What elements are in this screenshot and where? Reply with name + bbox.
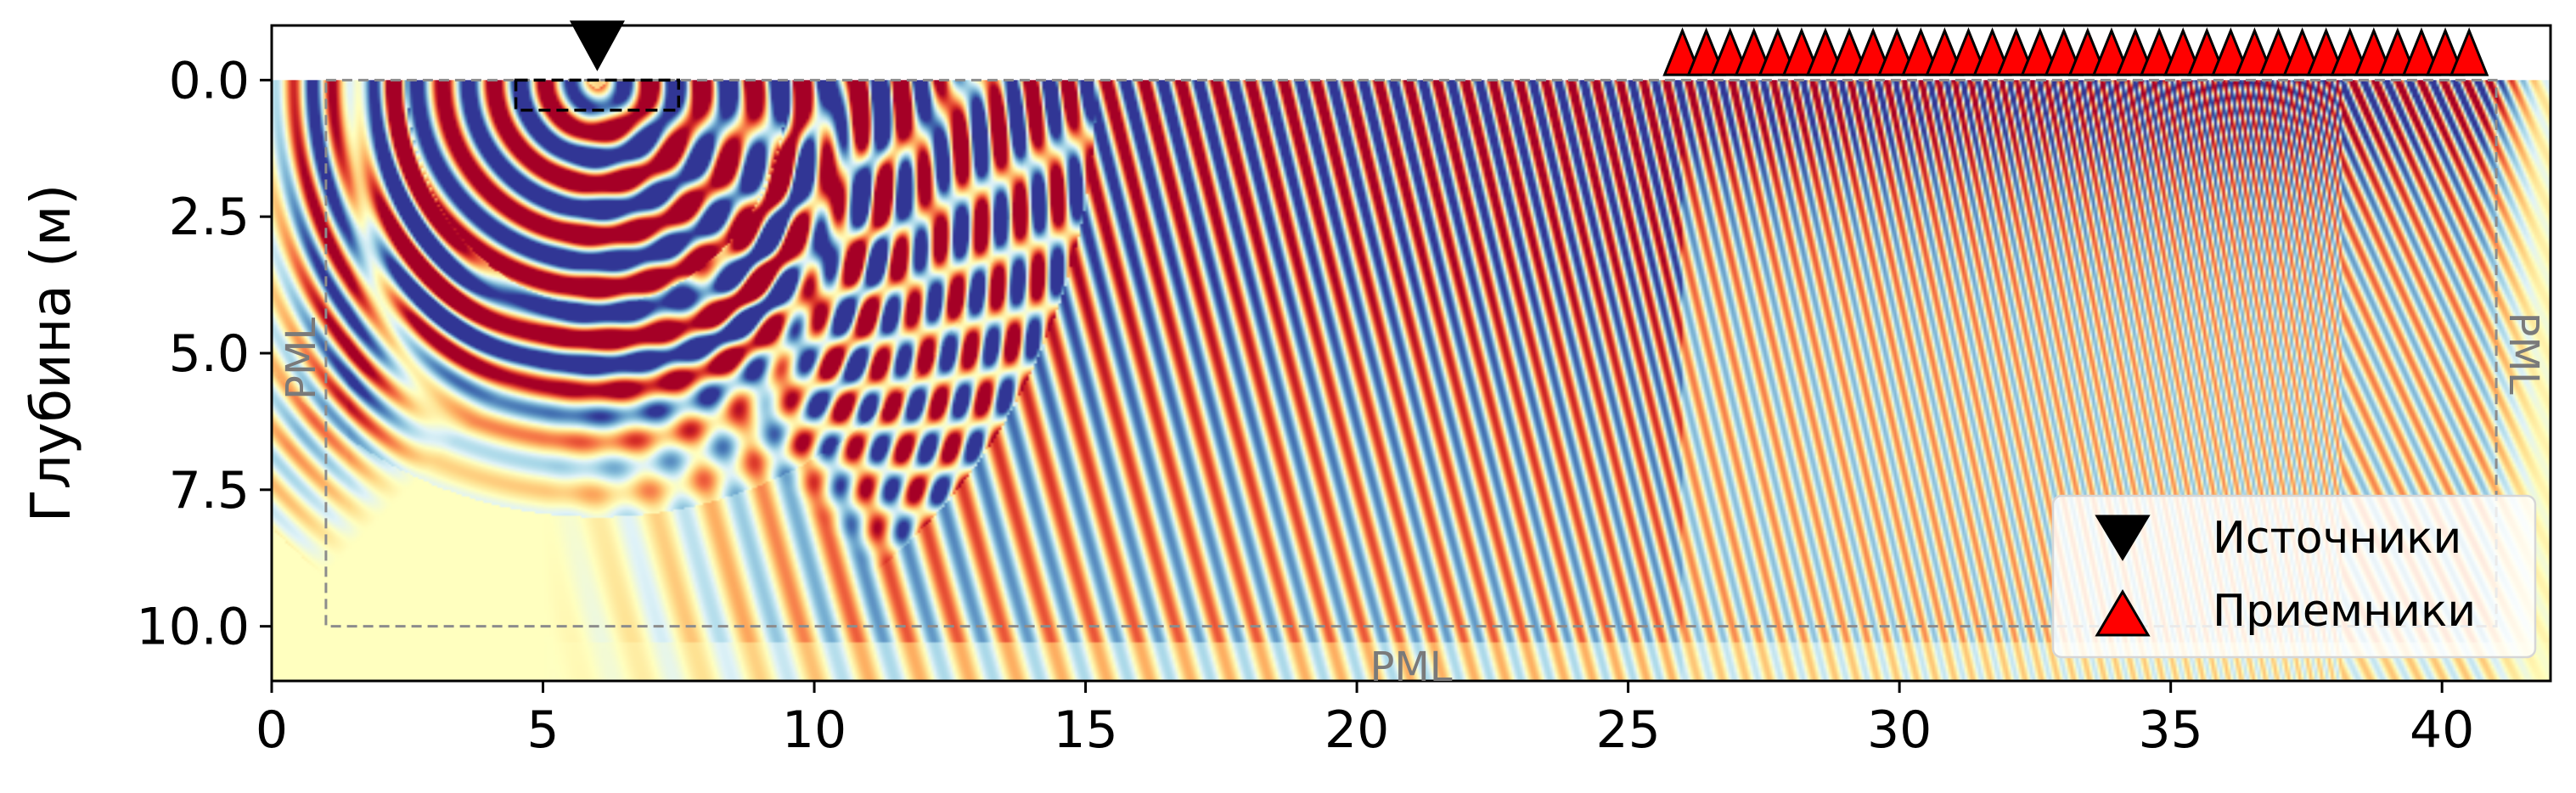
source-marker: [569, 20, 625, 71]
legend-receiver-icon: [2095, 589, 2151, 637]
pml-boundary: [324, 78, 2498, 628]
receiver-marker: [1805, 27, 1846, 76]
receiver-marker: [1734, 27, 1774, 76]
receiver-marker: [1996, 27, 2036, 76]
receiver-marker: [1877, 27, 1917, 76]
pml-label-right: PML: [2500, 312, 2547, 394]
receiver-marker: [1925, 27, 1965, 76]
legend-source-icon: [2095, 515, 2151, 561]
x-tick-label: 25: [1595, 700, 1660, 760]
receiver-marker: [2187, 27, 2227, 76]
y-tick-label: 10.0: [136, 598, 250, 657]
y-axis-label: Глубина (м): [20, 184, 83, 523]
receiver-marker: [1781, 27, 1822, 76]
receiver-marker: [1901, 27, 1941, 76]
receiver-marker: [2377, 27, 2418, 76]
receiver-marker: [2235, 27, 2275, 76]
x-axis: 0 5 10 15 20 25 30 35 40: [256, 681, 2474, 760]
receiver-marker: [2020, 27, 2060, 76]
source-box: [514, 78, 681, 112]
x-tick-label: 0: [256, 700, 288, 760]
receiver-marker: [2425, 27, 2466, 76]
x-tick-label: 5: [526, 700, 559, 760]
y-axis: 0.0 2.5 5.0 7.5 10.0: [136, 51, 272, 657]
receiver-marker: [1949, 27, 1988, 76]
receivers: [1662, 27, 2489, 76]
receiver-marker: [2258, 27, 2298, 76]
receiver-marker: [2354, 27, 2394, 76]
legend-source-label: Источники: [2213, 513, 2461, 564]
receiver-marker: [1758, 27, 1798, 76]
receiver-marker: [1853, 27, 1893, 76]
x-tick-label: 35: [2138, 700, 2202, 760]
receiver-marker: [2401, 27, 2442, 76]
receiver-marker: [2163, 27, 2203, 76]
receiver-marker: [2044, 27, 2084, 76]
receiver-marker: [2330, 27, 2370, 76]
y-tick-label: 5.0: [169, 324, 250, 384]
receiver-marker: [2282, 27, 2322, 76]
receiver-marker: [1662, 27, 1702, 76]
receiver-marker: [1686, 27, 1726, 76]
receiver-marker: [2091, 27, 2132, 76]
receiver-marker: [2211, 27, 2251, 76]
x-tick-label: 30: [1867, 700, 1932, 760]
receiver-marker: [1829, 27, 1870, 76]
x-tick-label: 20: [1325, 700, 1389, 760]
y-tick-label: 2.5: [169, 188, 250, 247]
plot-area: [272, 25, 2551, 681]
y-tick-label: 0.0: [169, 51, 250, 110]
receiver-marker: [2306, 27, 2346, 76]
receiver-marker: [1710, 27, 1750, 76]
x-tick-label: 40: [2410, 700, 2474, 760]
receiver-marker: [2449, 27, 2489, 76]
x-tick-label: 15: [1053, 700, 1117, 760]
y-tick-label: 7.5: [169, 461, 250, 520]
x-tick-label: 10: [782, 700, 846, 760]
pml-label-bottom: PML: [1370, 644, 1452, 691]
receiver-marker: [1972, 27, 2012, 76]
receiver-marker: [2115, 27, 2156, 76]
pml-label-left: PML: [278, 318, 325, 400]
receiver-marker: [2067, 27, 2108, 76]
legend-box: [2051, 494, 2537, 659]
receiver-marker: [2139, 27, 2179, 76]
legend: Источники Приемники: [2051, 494, 2537, 659]
legend-receiver-label: Приемники: [2213, 586, 2476, 637]
